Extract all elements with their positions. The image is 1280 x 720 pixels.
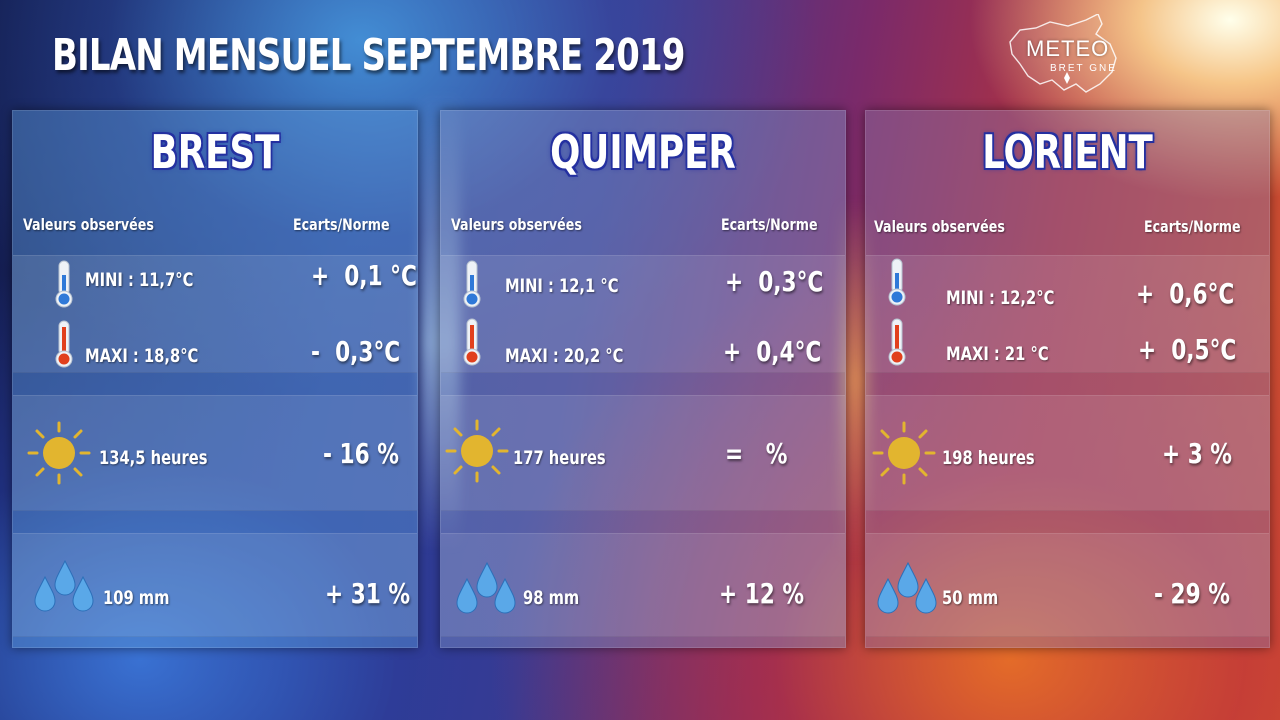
- temperature-band: [866, 255, 1269, 373]
- thermometer-hot-icon: [55, 320, 73, 368]
- maxi-temp-label: MAXI : 21 °C: [946, 343, 1049, 365]
- mini-deviation: + 0,1 °C: [311, 259, 417, 292]
- thermometer-cold-icon: [463, 260, 481, 308]
- thermometer-hot-icon: [463, 318, 481, 366]
- sunshine-hours: 177 heures: [513, 447, 606, 469]
- logo-word-bretagne: BRET GNE: [1050, 63, 1117, 74]
- sunshine-deviation: + 3 %: [1162, 437, 1233, 470]
- observed-values-header: Valeurs observées: [451, 215, 582, 234]
- mini-temp-label: MINI : 12,2°C: [946, 287, 1055, 309]
- raindrops-icon: [34, 559, 94, 612]
- sun-icon: [27, 421, 91, 485]
- observed-values-header: Valeurs observées: [23, 215, 154, 234]
- sunshine-hours: 198 heures: [942, 447, 1035, 469]
- rainfall-amount: 50 mm: [942, 587, 999, 609]
- maxi-temp-label: MAXI : 18,8°C: [85, 345, 199, 367]
- thermometer-cold-icon: [888, 258, 906, 306]
- rainfall-amount: 109 mm: [103, 587, 170, 609]
- rainfall-deviation: - 29 %: [1154, 577, 1230, 610]
- mini-temp-label: MINI : 12,1 °C: [505, 275, 619, 297]
- rainfall-deviation: + 31 %: [325, 577, 411, 610]
- maxi-deviation: + 0,5°C: [1138, 333, 1237, 366]
- city-panel-quimper: QUIMPER Valeurs observées Ecarts/Norme M…: [440, 110, 846, 648]
- sun-icon: [872, 421, 936, 485]
- meteo-bretagne-logo: METEO BRET GNE: [1006, 13, 1122, 100]
- deviation-header: Ecarts/Norme: [721, 215, 818, 234]
- sun-icon: [445, 419, 509, 483]
- maxi-deviation: - 0,3°C: [311, 335, 401, 368]
- maxi-deviation: + 0,4°C: [723, 335, 822, 368]
- sunshine-deviation: = %: [725, 437, 788, 470]
- brittany-map-icon: [1009, 13, 1117, 93]
- thermometer-hot-icon: [888, 318, 906, 366]
- rainfall-amount: 98 mm: [523, 587, 580, 609]
- page-title: BILAN MENSUEL SEPTEMBRE 2019: [52, 30, 685, 81]
- rainfall-deviation: + 12 %: [719, 577, 805, 610]
- observed-values-header: Valeurs observées: [874, 217, 1005, 236]
- maxi-temp-label: MAXI : 20,2 °C: [505, 345, 624, 367]
- logo-word-meteo: METEO: [1026, 36, 1110, 61]
- mini-temp-label: MINI : 11,7°C: [85, 269, 194, 291]
- temperature-band: [13, 255, 417, 373]
- rain-band: [866, 533, 1269, 637]
- thermometer-cold-icon: [55, 260, 73, 308]
- raindrops-icon: [456, 561, 516, 614]
- light-streak-orange: [840, 200, 870, 560]
- deviation-header: Ecarts/Norme: [1144, 217, 1241, 236]
- city-panel-lorient: LORIENT Valeurs observées Ecarts/Norme M…: [865, 110, 1270, 648]
- sunshine-hours: 134,5 heures: [99, 447, 208, 469]
- city-name: BREST: [150, 125, 280, 179]
- mini-deviation: + 0,3°C: [725, 265, 824, 298]
- temperature-band: [441, 255, 845, 373]
- sunshine-deviation: - 16 %: [323, 437, 399, 470]
- city-name: QUIMPER: [550, 125, 736, 179]
- mini-deviation: + 0,6°C: [1136, 277, 1235, 310]
- raindrops-icon: [877, 561, 937, 614]
- light-streak: [420, 90, 460, 550]
- sunshine-band: [441, 395, 845, 511]
- city-name: LORIENT: [982, 125, 1153, 179]
- deviation-header: Ecarts/Norme: [293, 215, 390, 234]
- city-panel-brest: BREST Valeurs observées Ecarts/Norme MIN…: [12, 110, 418, 648]
